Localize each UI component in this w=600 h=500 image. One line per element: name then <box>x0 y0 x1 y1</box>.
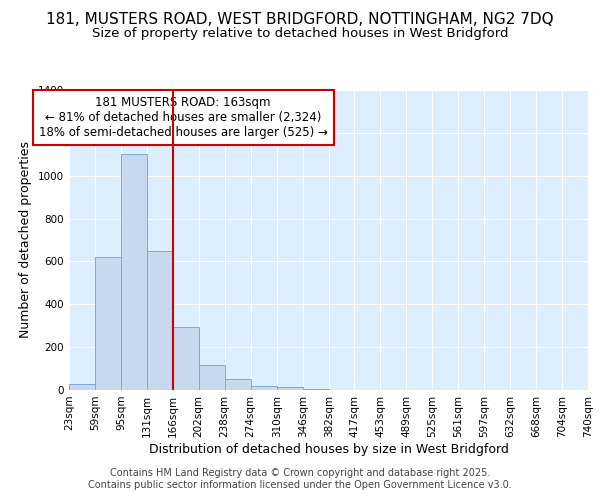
Text: 181 MUSTERS ROAD: 163sqm
← 81% of detached houses are smaller (2,324)
18% of sem: 181 MUSTERS ROAD: 163sqm ← 81% of detach… <box>39 96 328 139</box>
Text: Size of property relative to detached houses in West Bridgford: Size of property relative to detached ho… <box>92 28 508 40</box>
Bar <box>224 380 251 390</box>
Y-axis label: Number of detached properties: Number of detached properties <box>19 142 32 338</box>
Bar <box>199 366 224 390</box>
Bar <box>173 327 199 390</box>
Text: 181, MUSTERS ROAD, WEST BRIDGFORD, NOTTINGHAM, NG2 7DQ: 181, MUSTERS ROAD, WEST BRIDGFORD, NOTTI… <box>46 12 554 28</box>
Bar <box>121 154 147 390</box>
Bar <box>69 384 95 390</box>
Bar <box>147 250 173 390</box>
Bar <box>95 257 121 390</box>
Bar <box>251 386 277 390</box>
Text: Contains HM Land Registry data © Crown copyright and database right 2025.
Contai: Contains HM Land Registry data © Crown c… <box>88 468 512 490</box>
X-axis label: Distribution of detached houses by size in West Bridgford: Distribution of detached houses by size … <box>149 442 508 456</box>
Bar <box>277 387 303 390</box>
